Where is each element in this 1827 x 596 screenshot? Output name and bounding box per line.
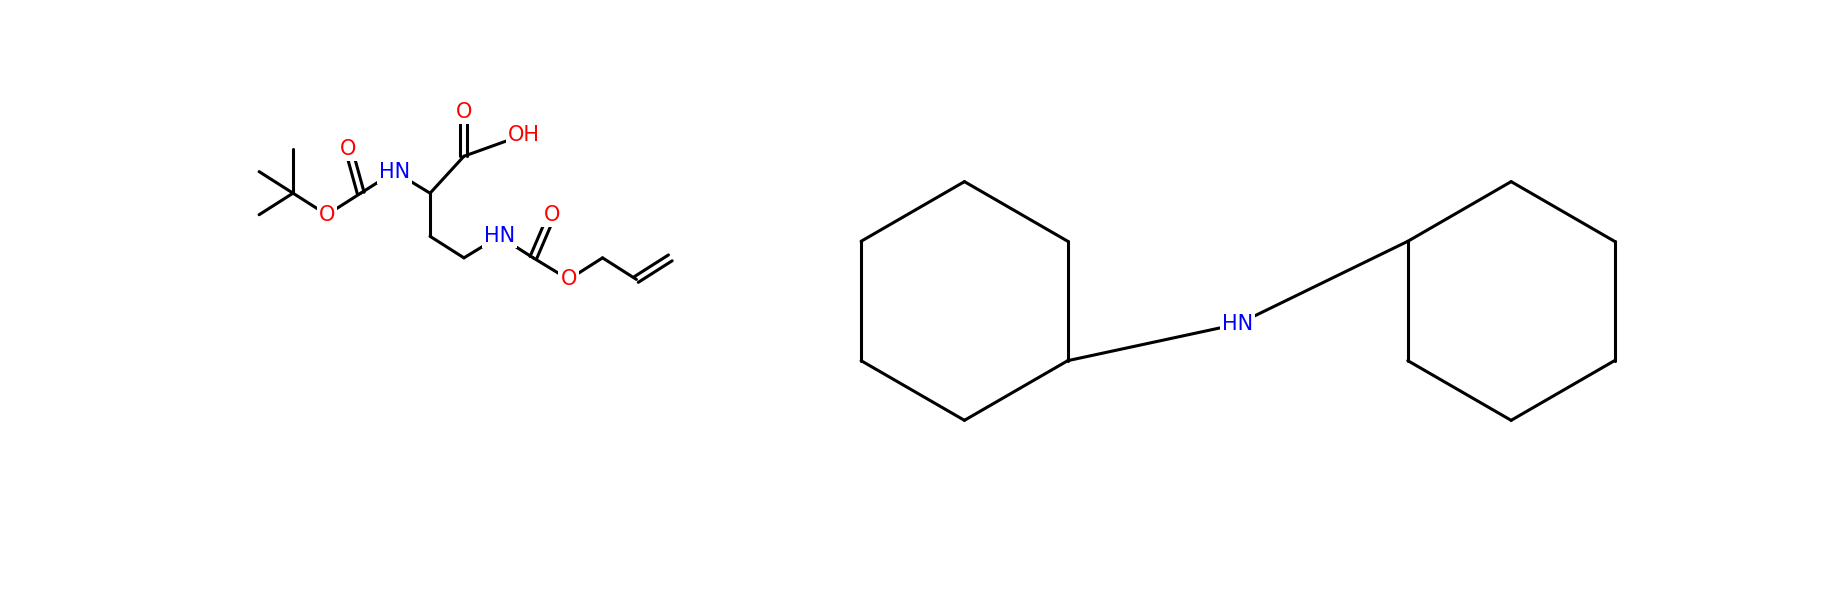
Text: O: O [544,205,559,225]
Text: OH: OH [508,125,541,145]
Text: O: O [561,269,577,290]
Text: O: O [455,101,471,122]
Text: HN: HN [378,162,411,182]
Text: O: O [340,138,356,159]
Text: O: O [318,205,334,225]
Text: HN: HN [1222,314,1253,334]
Text: HN: HN [484,226,515,246]
